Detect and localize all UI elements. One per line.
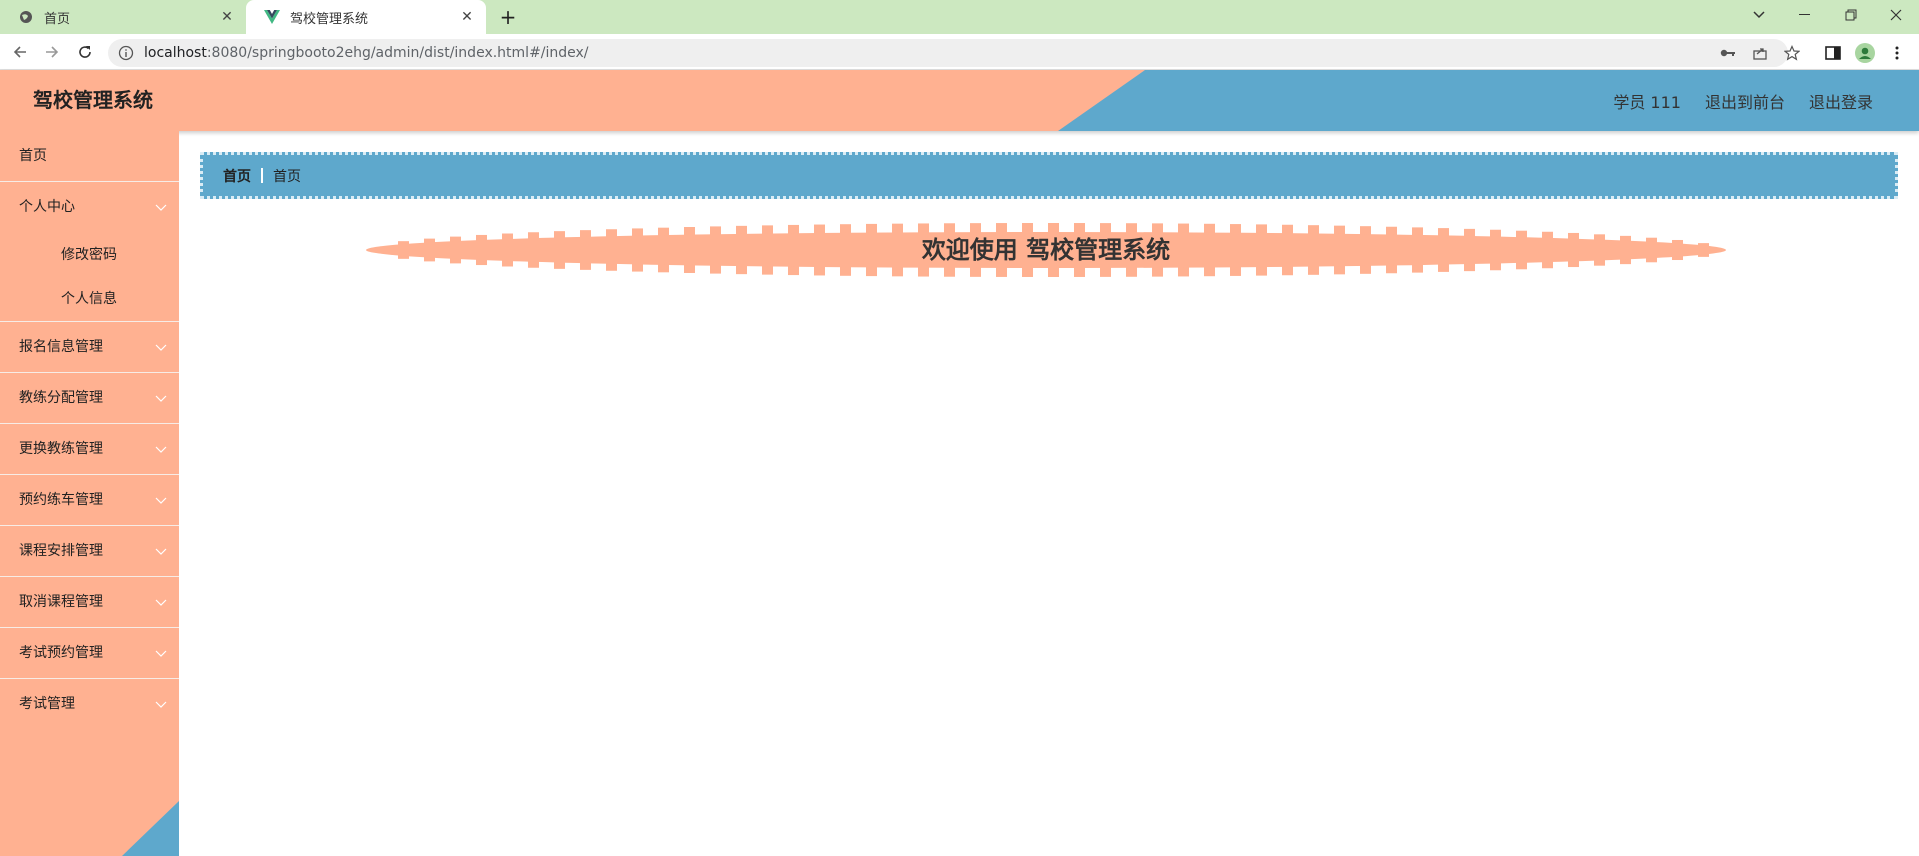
breadcrumb-item-home[interactable]: 首页 — [223, 168, 251, 185]
new-tab-button[interactable]: + — [499, 5, 517, 29]
welcome-banner-shape — [366, 223, 1726, 277]
app-header: 驾校管理系统 学员 111 退出到前台 退出登录 — [0, 70, 1919, 131]
header-peach-band — [0, 70, 1145, 131]
globe-icon — [18, 9, 34, 25]
key-icon[interactable] — [1718, 43, 1738, 63]
submenu-personal-center: 修改密码 个人信息 — [0, 233, 179, 322]
sidebar-item-personal-center[interactable]: 个人中心 — [0, 182, 179, 233]
chevron-down-icon — [155, 577, 167, 628]
close-tab-icon[interactable]: ✕ — [461, 9, 473, 25]
app-title: 驾校管理系统 — [33, 88, 153, 112]
logout-link[interactable]: 退出登录 — [1808, 92, 1873, 112]
sidebar-item-label: 课程安排管理 — [19, 543, 103, 559]
restore-icon[interactable] — [1828, 0, 1874, 30]
sidebar-subitem-change-password[interactable]: 修改密码 — [61, 247, 117, 263]
back-to-front-link[interactable]: 退出到前台 — [1704, 92, 1785, 112]
breadcrumb-item-current: 首页 — [273, 168, 301, 185]
breadcrumb: 首页 首页 — [200, 152, 1898, 199]
sidebar-item-label: 首页 — [19, 148, 47, 164]
sidebar-item-registration[interactable]: 报名信息管理 — [0, 322, 179, 373]
tab-title: 首页 — [44, 11, 71, 27]
close-window-icon[interactable] — [1873, 0, 1919, 30]
share-icon[interactable] — [1750, 43, 1770, 63]
sidebar-item-exam-booking[interactable]: 考试预约管理 — [0, 628, 179, 679]
address-bar[interactable]: localhost:8080/springbooto2ehg/admin/dis… — [108, 39, 1800, 67]
reload-icon[interactable] — [73, 40, 97, 64]
profile-avatar-icon[interactable] — [1855, 43, 1875, 63]
chevron-down-icon — [155, 322, 167, 373]
chevron-down-icon — [155, 526, 167, 577]
back-arrow-icon[interactable] — [8, 40, 32, 64]
browser-menu-icon[interactable] — [1887, 43, 1907, 63]
welcome-banner: 欢迎使用 驾校管理系统 — [366, 220, 1726, 280]
sidebar-corner-decoration — [122, 801, 179, 856]
minimize-icon[interactable] — [1782, 0, 1828, 30]
tab-title: 驾校管理系统 — [290, 11, 369, 27]
browser-tab-active[interactable]: 驾校管理系统 ✕ — [246, 0, 486, 34]
sidebar-item-label: 考试管理 — [19, 696, 75, 712]
forward-arrow-icon[interactable] — [40, 40, 64, 64]
browser-tabbar: 首页 ✕ 驾校管理系统 ✕ + — [0, 0, 1919, 34]
chevron-down-icon — [155, 424, 167, 475]
sidebar-item-label: 教练分配管理 — [19, 390, 103, 406]
browser-tab-home[interactable]: 首页 ✕ — [0, 0, 246, 34]
site-info-icon[interactable] — [118, 45, 134, 61]
sidebar-item-label: 考试预约管理 — [19, 645, 103, 661]
browser-toolbar: localhost:8080/springbooto2ehg/admin/dis… — [0, 34, 1919, 70]
sidebar-item-home[interactable]: 首页 — [0, 131, 179, 182]
user-label: 学员 111 — [1613, 92, 1681, 112]
sidebar-item-label: 报名信息管理 — [19, 339, 103, 355]
welcome-text: 欢迎使用 驾校管理系统 — [921, 236, 1171, 264]
sidebar-item-practice-booking[interactable]: 预约练车管理 — [0, 475, 179, 526]
close-tab-icon[interactable]: ✕ — [221, 9, 233, 25]
bookmark-star-icon[interactable] — [1782, 43, 1802, 63]
header-links: 学员 111 退出到前台 退出登录 — [1589, 70, 1873, 131]
url-text: localhost:8080/springbooto2ehg/admin/dis… — [144, 45, 589, 61]
sidebar-item-label: 个人中心 — [19, 199, 75, 215]
tab-search-icon[interactable] — [1736, 0, 1782, 30]
sidebar-item-label: 预约练车管理 — [19, 492, 103, 508]
sidebar-item-label: 取消课程管理 — [19, 594, 103, 610]
sidebar-item-label: 更换教练管理 — [19, 441, 103, 457]
sidebar-item-coach-change[interactable]: 更换教练管理 — [0, 424, 179, 475]
sidebar-item-exam[interactable]: 考试管理 — [0, 679, 179, 730]
chevron-down-icon — [155, 475, 167, 526]
chevron-down-icon — [155, 679, 167, 730]
vue-logo-icon — [264, 9, 280, 25]
chevron-down-icon — [155, 373, 167, 424]
sidebar-item-coach-assignment[interactable]: 教练分配管理 — [0, 373, 179, 424]
chevron-down-icon — [155, 628, 167, 679]
sidebar: 首页 个人中心 修改密码 个人信息 报名信息管理 教练分配管理 更换教练管理 预… — [0, 131, 179, 856]
side-panel-icon[interactable] — [1823, 43, 1843, 63]
sidebar-subitem-personal-info[interactable]: 个人信息 — [61, 291, 117, 307]
chevron-down-icon — [155, 182, 167, 233]
breadcrumb-separator — [261, 168, 263, 183]
sidebar-item-course-schedule[interactable]: 课程安排管理 — [0, 526, 179, 577]
sidebar-item-course-cancel[interactable]: 取消课程管理 — [0, 577, 179, 628]
